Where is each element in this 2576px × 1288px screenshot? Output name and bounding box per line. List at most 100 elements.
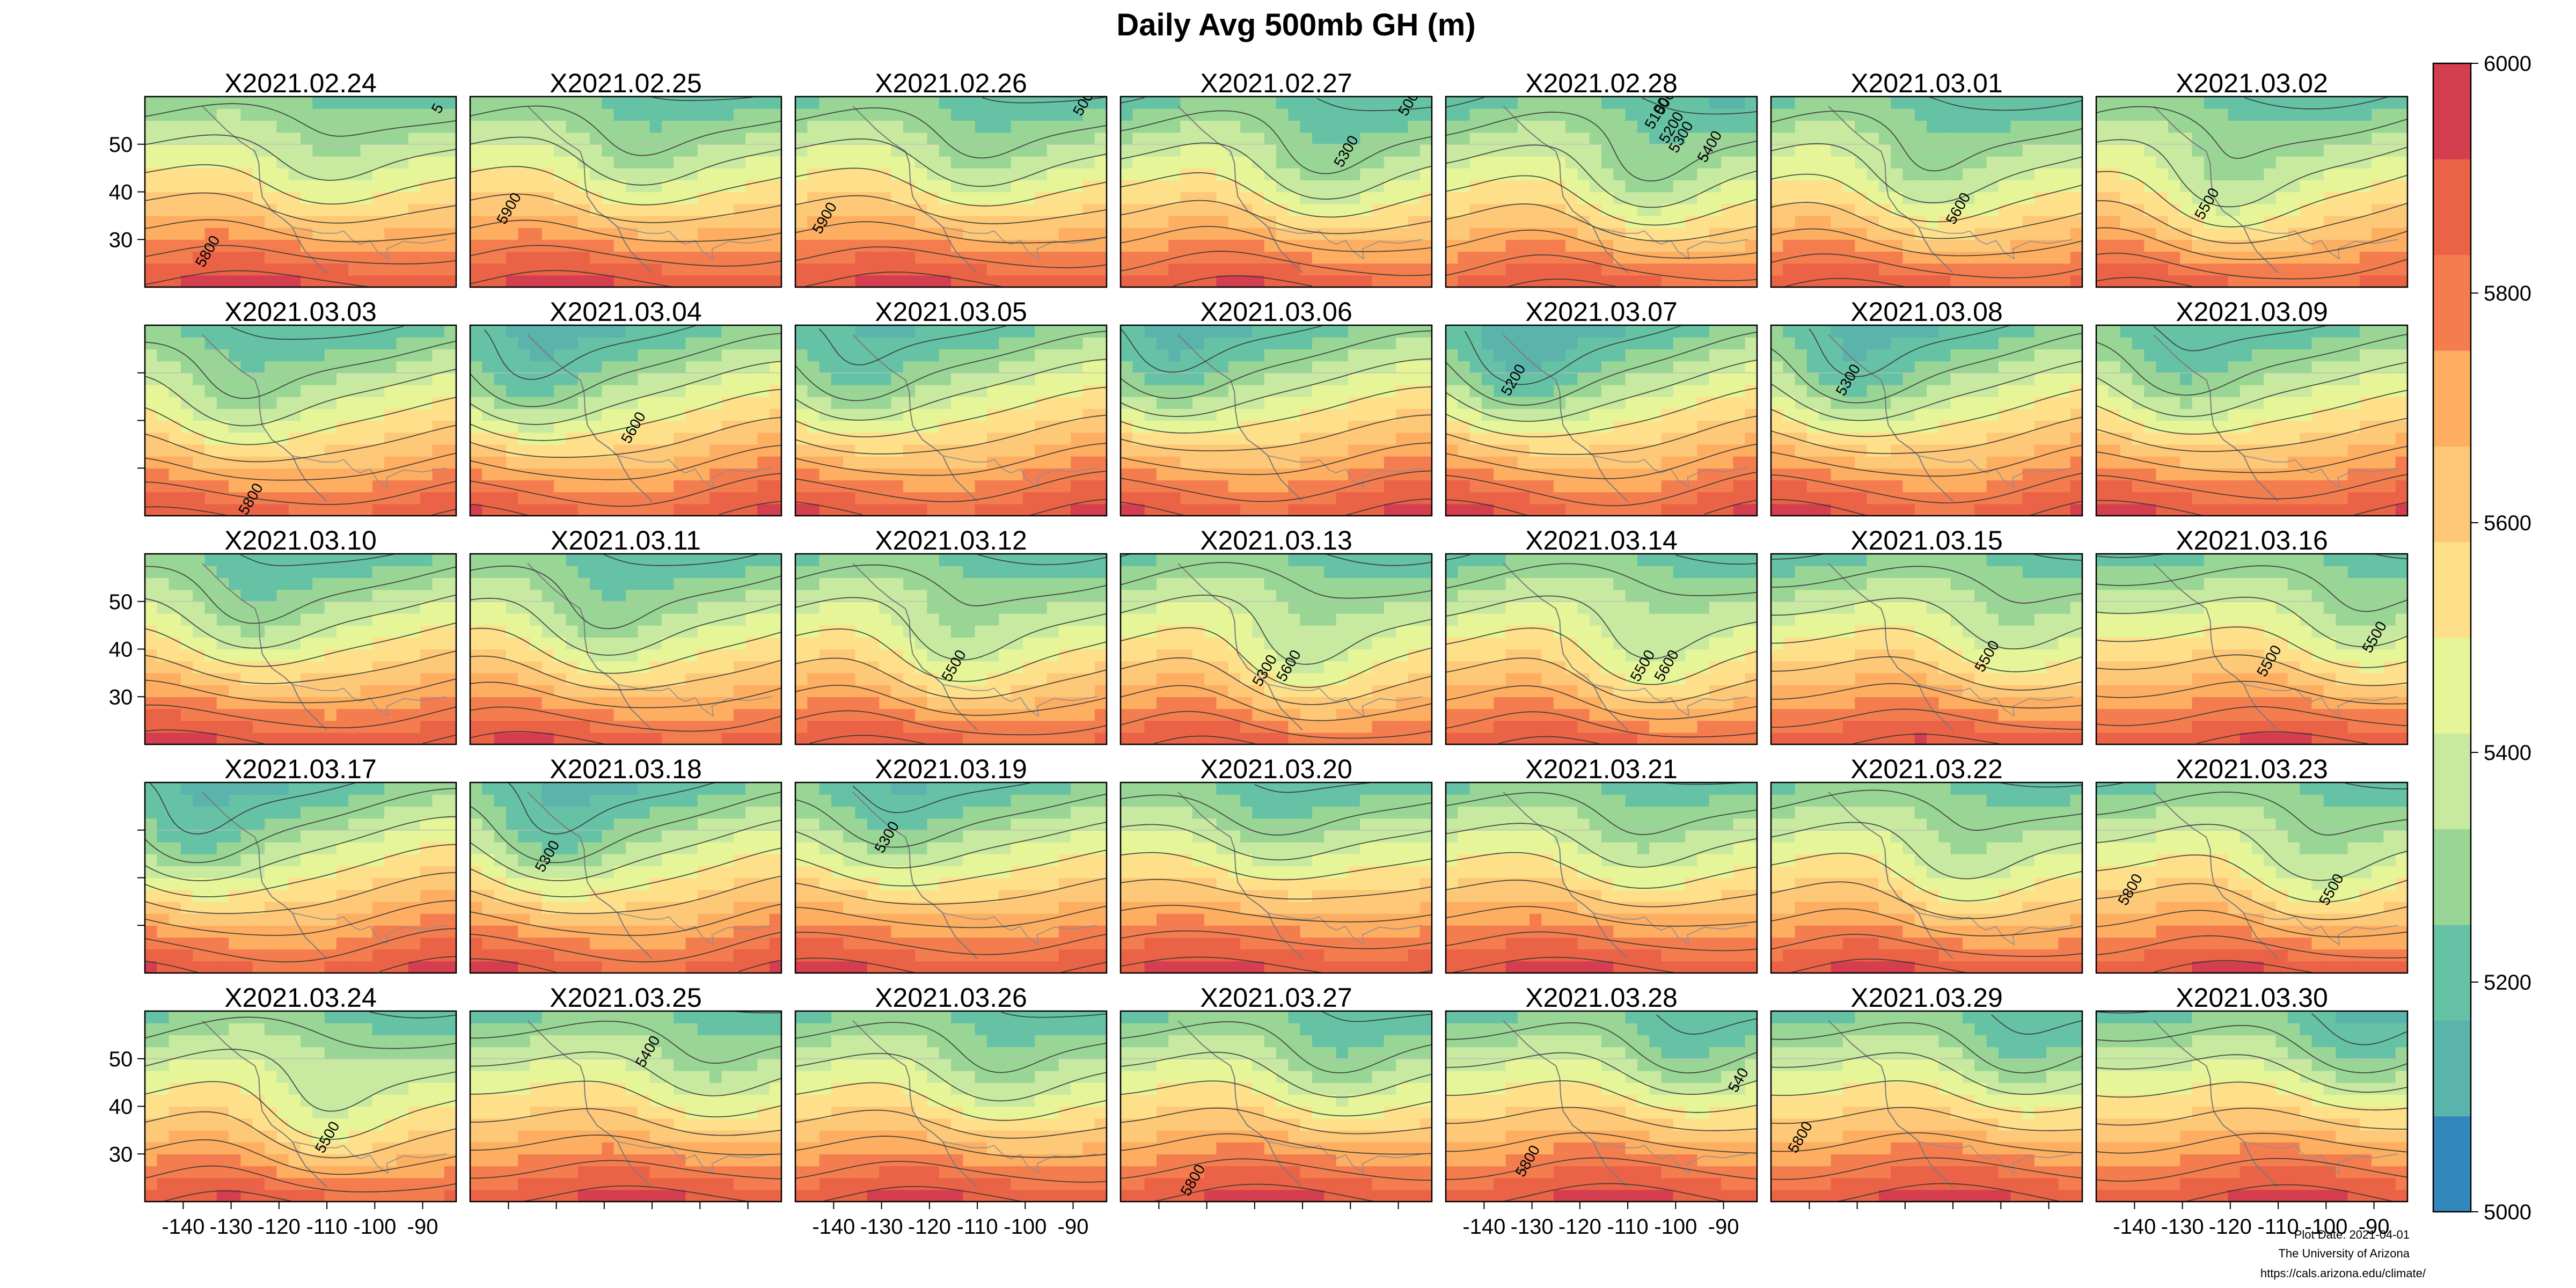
contour-line [1446, 144, 1757, 208]
field-cell [444, 408, 456, 421]
field-cell [2228, 108, 2241, 121]
field-cell [1264, 337, 1277, 349]
field-cell [2046, 192, 2059, 204]
field-cell [1216, 361, 1229, 374]
field-cell [2372, 144, 2384, 157]
field-cell [1986, 215, 1999, 228]
field-cell [2120, 156, 2133, 169]
field-cell [216, 228, 229, 240]
field-cell [180, 168, 193, 180]
contour-line [1771, 173, 2082, 223]
field-cell [685, 503, 698, 516]
field-cell [1408, 192, 1421, 204]
field-cell [1709, 144, 1722, 157]
field-cell [530, 384, 543, 397]
field-cell [1902, 120, 1915, 133]
field-cell [891, 503, 904, 516]
field-cell [2383, 156, 2396, 169]
field-cell [1396, 444, 1408, 457]
field-cell [1505, 120, 1518, 133]
field-cell [482, 156, 495, 169]
field-cell [1565, 108, 1578, 121]
field-cell [1180, 397, 1193, 409]
field-cell [1517, 372, 1530, 385]
field-cell [2058, 132, 2071, 145]
field-cell [554, 372, 567, 385]
field-cell [541, 372, 554, 385]
field-cell [2359, 203, 2372, 216]
field-cell [1962, 203, 1975, 216]
field-cell [444, 468, 456, 481]
field-cell [1625, 275, 1638, 287]
field-cell [1336, 349, 1349, 362]
field-cell [1011, 132, 1023, 145]
field-cell [1264, 144, 1277, 157]
field-cell [1494, 492, 1506, 504]
field-cell [903, 456, 916, 469]
field-cell [1372, 97, 1385, 109]
field-cell [867, 239, 880, 252]
field-cell [1613, 203, 1626, 216]
field-cell [1348, 203, 1360, 216]
field-cell [1517, 384, 1530, 397]
field-cell [2096, 132, 2109, 145]
field-cell [1505, 397, 1518, 409]
field-cell [1831, 275, 1843, 287]
field-cell [1577, 503, 1590, 516]
field-cell [1324, 492, 1337, 504]
field-cell [697, 492, 710, 504]
field-cell [855, 372, 868, 385]
field-cell [1673, 132, 1686, 145]
field-cell [276, 372, 289, 385]
field-cell [145, 192, 157, 204]
field-cell [1902, 144, 1915, 157]
field-cell [1180, 251, 1193, 264]
field-cell [1481, 337, 1494, 349]
field-cell [1783, 180, 1796, 193]
contour-line [795, 501, 863, 515]
field-cell [169, 180, 181, 193]
field-cell [301, 397, 313, 409]
field-cell [1589, 180, 1602, 193]
field-cell [1577, 251, 1590, 264]
field-cell [1649, 144, 1662, 157]
field-cell [602, 420, 614, 433]
field-cell [348, 97, 361, 109]
field-cell [336, 397, 349, 409]
field-cell [1058, 432, 1071, 445]
field-cell [1878, 215, 1891, 228]
field-cell [494, 420, 507, 433]
field-cell [336, 325, 349, 338]
field-cell [1613, 263, 1626, 276]
field-cell [927, 503, 940, 516]
field-cell [843, 408, 856, 421]
field-cell [757, 372, 770, 385]
field-cell [855, 251, 868, 264]
field-cell [1071, 337, 1083, 349]
panel-frame [469, 324, 782, 517]
coastline [527, 334, 653, 502]
field-cell [1360, 444, 1373, 457]
field-cell [757, 228, 770, 240]
field-cell [963, 192, 976, 204]
field-cell [554, 349, 567, 362]
field-cell [1733, 203, 1746, 216]
field-cell [709, 408, 722, 421]
field-cell [1842, 239, 1855, 252]
field-cell [2132, 144, 2145, 157]
field-cell [1661, 203, 1674, 216]
field-cell [1419, 156, 1432, 169]
field-cell [312, 239, 325, 252]
field-cell [518, 372, 531, 385]
contour-line [795, 443, 1107, 476]
field-cell [879, 156, 892, 169]
field-cell [506, 349, 518, 362]
field-cell [1312, 361, 1324, 374]
field-cell [2204, 180, 2216, 193]
field-cell [530, 156, 543, 169]
field-cell [145, 372, 157, 385]
contour-line [470, 361, 781, 425]
field-cell [1446, 120, 1458, 133]
field-cell [1589, 144, 1602, 157]
field-cell [1082, 456, 1095, 469]
